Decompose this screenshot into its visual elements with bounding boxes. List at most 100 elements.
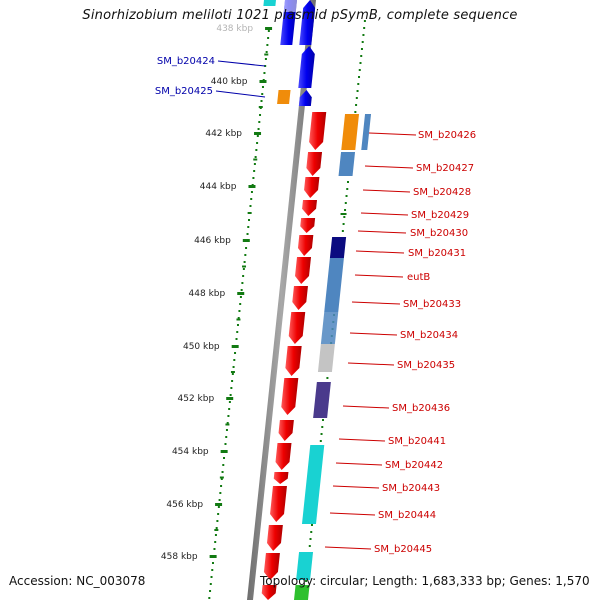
ring-dot (362, 34, 365, 36)
ring-dot (248, 219, 251, 221)
ring-dot (265, 51, 268, 53)
gene-label: SM_b20428 (413, 187, 471, 198)
major-tick (248, 185, 256, 188)
ring-dot (261, 86, 264, 88)
topology-text: Topology: circular; Length: 1,683,333 bp… (260, 574, 590, 588)
ring-dot (242, 268, 245, 270)
backbone-track (247, 0, 316, 600)
ring-dot (321, 426, 324, 428)
ring-dot (359, 62, 362, 64)
gene-leader-line (368, 132, 417, 136)
accession-text: Accession: NC_003078 (9, 574, 146, 588)
ring-dot (237, 317, 240, 319)
gene-leader-line (362, 189, 411, 193)
ring-dot (346, 188, 349, 190)
gene-leader-line (332, 485, 380, 489)
forward-gene-arrow (275, 443, 292, 470)
ring-dot (221, 471, 224, 473)
major-tick (220, 450, 228, 453)
ring-dot (346, 181, 349, 183)
ring-dot (344, 209, 347, 211)
cog-category-box (296, 552, 314, 580)
gene-label: SM_b20427 (416, 163, 474, 174)
ring-dot (242, 275, 245, 277)
axis-tick-label: 440 kbp (211, 77, 248, 87)
ring-dot (310, 524, 313, 526)
ring-dot (231, 380, 234, 382)
cog-category-box (324, 258, 344, 312)
ring-dot (360, 55, 363, 57)
ring-dot (256, 135, 259, 137)
ring-dot (229, 394, 232, 396)
axis-tick-label: 450 kbp (183, 342, 220, 352)
major-tick (242, 239, 250, 242)
gene-label: SM_b20431 (408, 248, 466, 259)
ring-dot (343, 216, 346, 218)
ring-dot (208, 597, 211, 599)
gene-leader-line (329, 512, 376, 516)
forward-gene-arrow (270, 486, 287, 522)
ring-dot (220, 478, 223, 480)
gene-leader-line (351, 301, 401, 305)
axis-tick-label: 442 kbp (205, 129, 242, 139)
ring-dot (319, 440, 322, 442)
forward-gene-arrow (306, 152, 323, 176)
ring-dot (255, 149, 258, 151)
ring-dot (228, 408, 231, 410)
cog-category-box (263, 0, 276, 6)
forward-gene-arrow (302, 200, 317, 216)
ring-dot (354, 111, 357, 113)
ring-dot (256, 142, 259, 144)
major-tick (231, 345, 239, 348)
gene-label: eutB (407, 272, 430, 283)
gene-label: SM_b20434 (400, 330, 458, 341)
ring-dot (245, 247, 248, 249)
gene-label: SM_b20436 (392, 403, 450, 414)
ring-dot (254, 156, 257, 158)
ring-dot (219, 492, 222, 494)
ring-dot (305, 580, 308, 582)
ring-dot (239, 296, 242, 298)
ring-dot (355, 97, 358, 99)
gene-leader-line (357, 230, 407, 234)
gene-label: SM_b20426 (418, 130, 476, 141)
ring-dot (345, 195, 348, 197)
cog-category-box (329, 237, 347, 258)
ring-dot (360, 48, 363, 50)
ring-dot (233, 359, 236, 361)
ring-dot (267, 37, 270, 39)
gene-leader-line (349, 332, 398, 336)
ring-dot (225, 436, 228, 438)
gene-label: SM_b20424 (157, 56, 215, 67)
gene-leader-line (335, 462, 383, 466)
ring-dot (216, 520, 219, 522)
gene-label: SM_b20445 (374, 544, 432, 555)
ring-dot (222, 464, 225, 466)
cog-category-box (301, 472, 322, 524)
ring-dot (260, 100, 263, 102)
forward-gene-arrow (297, 235, 314, 256)
gene-leader-line (217, 60, 266, 67)
outer-ring-tick (340, 213, 347, 215)
forward-gene-arrow (261, 585, 277, 600)
gene-label: SM_b20429 (411, 210, 469, 221)
cog-category-box (317, 344, 335, 372)
forward-gene-arrow (285, 346, 302, 376)
ring-dot (361, 41, 364, 43)
major-tick (215, 503, 223, 506)
major-tick (259, 80, 267, 83)
gene-leader-line (324, 546, 372, 550)
forward-gene-arrow (266, 525, 283, 551)
ring-dot (239, 303, 242, 305)
reverse-gene-arrow (298, 46, 315, 88)
ring-dot (238, 310, 241, 312)
map-title: Sinorhizobium meliloti 1021 plasmid pSym… (82, 8, 518, 23)
cog-category-box (338, 152, 356, 176)
cog-category-box (341, 114, 360, 150)
ring-dot (241, 282, 244, 284)
gene-label: SM_b20430 (410, 228, 468, 239)
minor-tick (258, 106, 263, 108)
gene-label: SM_b20442 (385, 460, 443, 471)
ring-dot (209, 583, 212, 585)
ring-dot (342, 223, 345, 225)
